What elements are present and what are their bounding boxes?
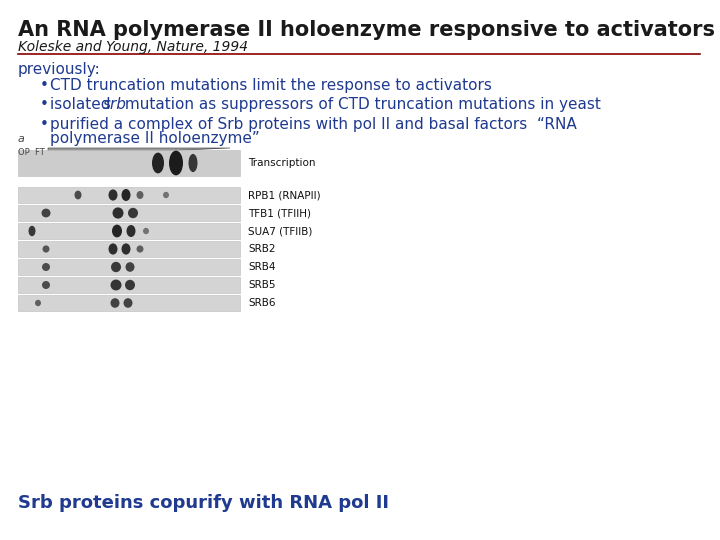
Text: a: a	[18, 134, 25, 144]
Text: srb: srb	[103, 97, 127, 112]
Polygon shape	[48, 148, 230, 156]
Text: SUA7 (TFIIB): SUA7 (TFIIB)	[248, 226, 312, 236]
Text: previously:: previously:	[18, 62, 101, 77]
Ellipse shape	[42, 208, 50, 218]
Text: Transcription: Transcription	[248, 158, 315, 168]
Ellipse shape	[163, 192, 169, 198]
Bar	[18, 241, 240, 257]
Text: SRB4: SRB4	[248, 262, 276, 272]
Text: RPB1 (RNAPII): RPB1 (RNAPII)	[248, 190, 320, 200]
Ellipse shape	[122, 189, 130, 201]
Ellipse shape	[169, 151, 183, 176]
Ellipse shape	[42, 263, 50, 271]
Bar	[18, 223, 240, 239]
Ellipse shape	[42, 281, 50, 289]
Ellipse shape	[124, 298, 132, 308]
Ellipse shape	[42, 245, 50, 253]
Ellipse shape	[127, 225, 135, 237]
Ellipse shape	[29, 226, 35, 236]
Ellipse shape	[125, 280, 135, 290]
Text: •: •	[40, 78, 49, 93]
Bar	[18, 150, 240, 176]
Ellipse shape	[143, 228, 149, 234]
Text: SRB2: SRB2	[248, 244, 276, 254]
Text: •: •	[40, 97, 49, 112]
Text: TFB1 (TFIIH): TFB1 (TFIIH)	[248, 208, 311, 218]
Ellipse shape	[35, 300, 41, 306]
Text: isolated: isolated	[50, 97, 115, 112]
Ellipse shape	[109, 190, 117, 200]
Text: Srb proteins copurify with RNA pol II: Srb proteins copurify with RNA pol II	[18, 494, 389, 512]
Text: purified a complex of Srb proteins with pol II and basal factors  “RNA: purified a complex of Srb proteins with …	[50, 117, 577, 132]
Bar	[18, 277, 240, 293]
Text: mutation as suppressors of CTD truncation mutations in yeast: mutation as suppressors of CTD truncatio…	[120, 97, 600, 112]
Ellipse shape	[137, 191, 143, 199]
Ellipse shape	[152, 153, 164, 173]
Text: CTD truncation mutations limit the response to activators: CTD truncation mutations limit the respo…	[50, 78, 492, 93]
Ellipse shape	[110, 298, 120, 308]
Bar	[18, 187, 240, 203]
Ellipse shape	[122, 244, 130, 254]
Ellipse shape	[137, 245, 143, 253]
Bar	[18, 259, 240, 275]
Text: SRB5: SRB5	[248, 280, 276, 290]
Text: •: •	[40, 117, 49, 132]
Ellipse shape	[125, 262, 135, 272]
Text: An RNA polymerase II holoenzyme responsive to activators: An RNA polymerase II holoenzyme responsi…	[18, 20, 715, 40]
Ellipse shape	[112, 207, 124, 219]
Ellipse shape	[189, 154, 197, 172]
Text: SRB6: SRB6	[248, 298, 276, 308]
Ellipse shape	[111, 262, 121, 272]
Text: Koleske and Young, Nature, 1994: Koleske and Young, Nature, 1994	[18, 40, 248, 54]
Text: polymerase II holoenzyme”: polymerase II holoenzyme”	[50, 131, 260, 146]
Bar	[18, 205, 240, 221]
Ellipse shape	[110, 280, 122, 291]
Ellipse shape	[74, 191, 81, 199]
Ellipse shape	[112, 225, 122, 238]
Ellipse shape	[109, 244, 117, 254]
Bar	[18, 295, 240, 311]
Ellipse shape	[128, 208, 138, 218]
Text: OP  FT: OP FT	[18, 148, 45, 157]
